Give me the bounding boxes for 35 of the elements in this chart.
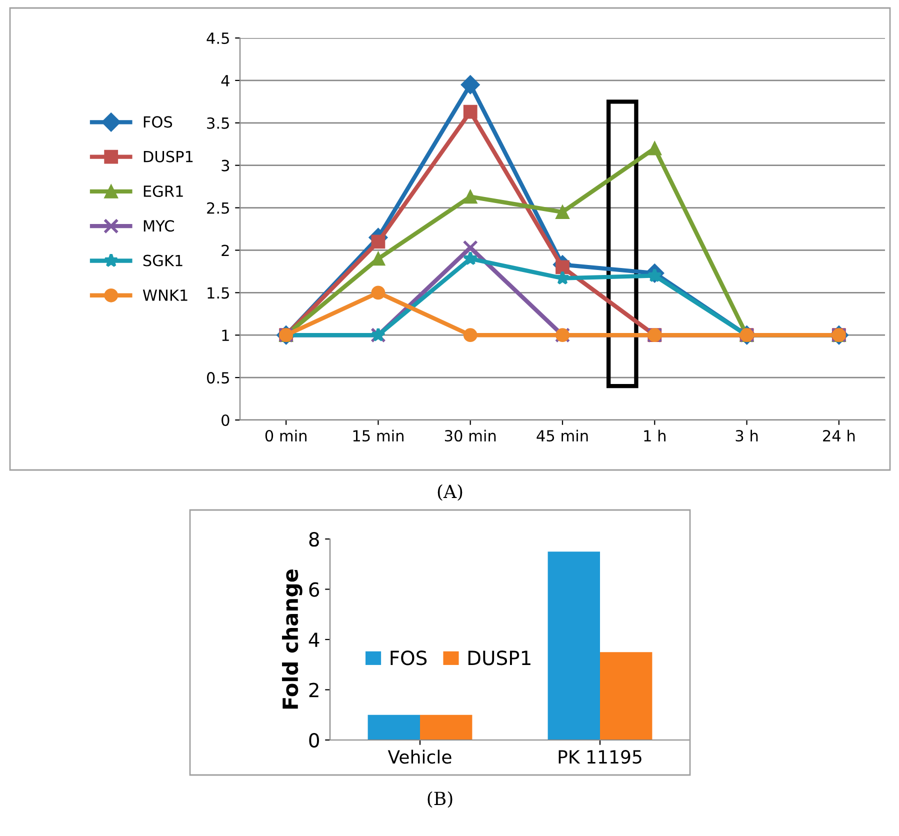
- x-tick-label: Vehicle: [388, 750, 452, 764]
- y-tick-label: 8: [309, 532, 319, 547]
- text: (A): [438, 484, 462, 501]
- y-tick-label: 4: [221, 75, 230, 86]
- legend-label: DUSP1: [468, 650, 530, 666]
- x-tick-label: 45 min: [536, 430, 588, 442]
- y-tick-label: 2: [309, 682, 318, 698]
- x-tick-label: 30 min: [444, 430, 496, 442]
- legend-label: EGR1: [144, 185, 183, 198]
- y-tick-label: 0.5: [206, 372, 229, 384]
- y-tick-label: 2.5: [207, 202, 229, 214]
- y-tick-label: 3: [222, 160, 230, 172]
- y-tick-label: 4.5: [206, 32, 229, 44]
- x-tick-label: PK 11195: [558, 750, 642, 764]
- y-tick-label: 1: [222, 330, 229, 341]
- x-tick-label: 15 min: [353, 430, 404, 442]
- legend-label: MYC: [144, 220, 174, 232]
- legend-label: WNK1: [142, 290, 188, 301]
- legend-label: SGK1: [143, 254, 182, 266]
- y-tick-label: 4: [308, 632, 320, 647]
- y-tick-label: 3.5: [207, 117, 229, 129]
- legend-label: FOS: [390, 650, 427, 666]
- x-tick-label: 24 h: [823, 430, 855, 442]
- y-tick-label: 0: [309, 732, 319, 748]
- y-tick-label: 0: [222, 414, 230, 426]
- text: (B): [428, 791, 452, 808]
- x-tick-label: 0 min: [265, 430, 306, 442]
- legend-label: FOS: [144, 116, 172, 128]
- legend-label: DUSP1: [144, 150, 193, 162]
- x-tick-label: 1 h: [644, 430, 666, 442]
- y-axis-title: Fold change: [282, 569, 302, 709]
- x-tick-label: 3 h: [736, 430, 758, 442]
- y-tick-label: 6: [309, 582, 320, 597]
- y-tick-label: 2: [222, 244, 229, 256]
- y-tick-label: 1.5: [208, 287, 229, 299]
